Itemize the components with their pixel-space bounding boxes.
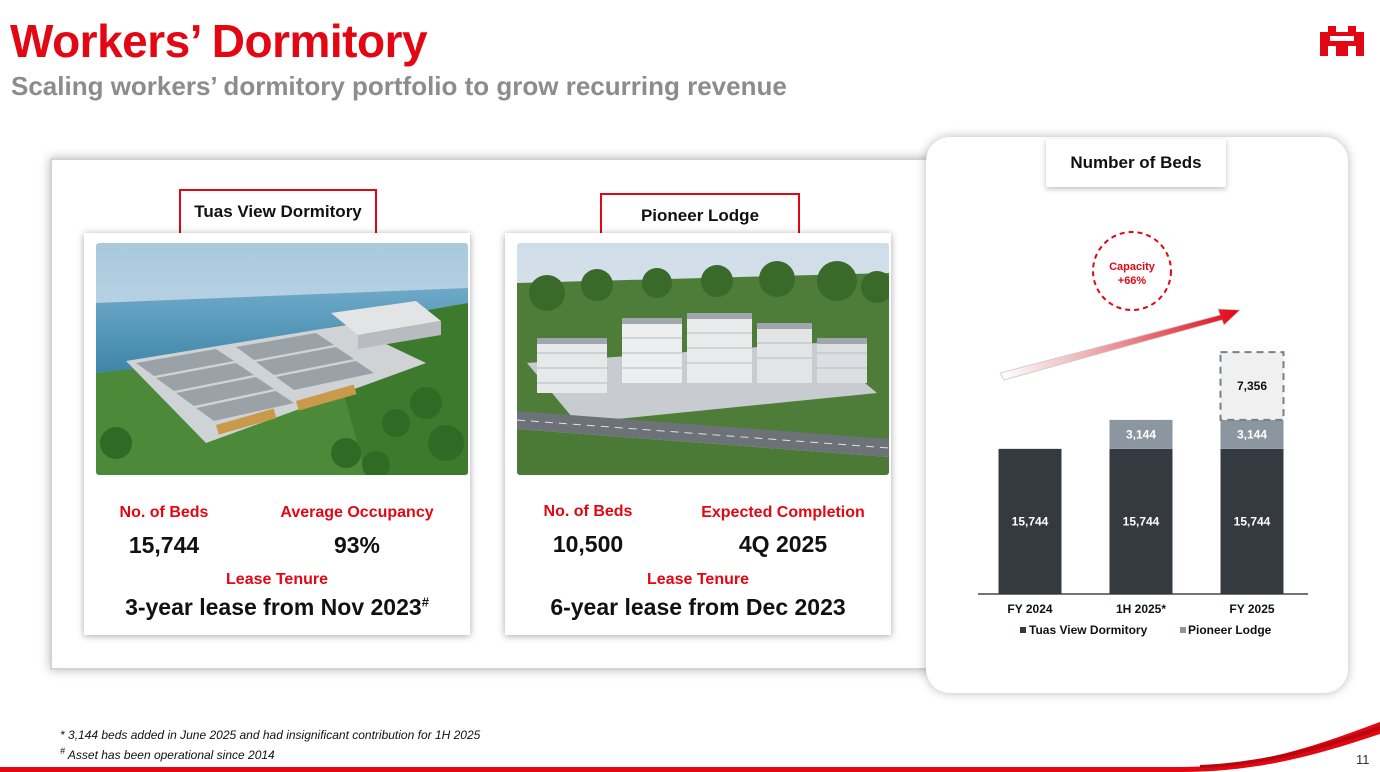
tuas-beds-value: 15,744 xyxy=(128,532,200,558)
data-label-1-1: 3,144 xyxy=(1126,427,1156,441)
pioneer-lodge-image xyxy=(517,243,889,475)
capacity-badge xyxy=(1092,231,1172,311)
bar-pioneer-lodge-1 xyxy=(1109,419,1173,449)
tuas-lease-value: 3-year lease from Nov 2023# xyxy=(125,594,429,620)
legend-pioneer: Pioneer Lodge xyxy=(1188,623,1272,637)
x-tick-label-2: FY 2025 xyxy=(1229,602,1274,616)
x-tick-label-1: 1H 2025* xyxy=(1116,602,1166,616)
bar-tuas-view-dormitory-0 xyxy=(998,448,1062,594)
page-subtitle: Scaling workers’ dormitory portfolio to … xyxy=(11,71,787,101)
beds-chart-panel: Number of Beds Capacity +66% 15,744 FY 20… xyxy=(926,137,1348,693)
bar-pioneer-lodge-2 xyxy=(1220,419,1284,449)
tuas-occupancy-label: Average Occupancy xyxy=(280,504,434,521)
growth-arrow xyxy=(999,308,1241,381)
pioneer-completion-value: 4Q 2025 xyxy=(738,531,828,557)
tuas-lease-label: Lease Tenure xyxy=(226,571,328,588)
bar-tuas-view-dormitory-1 xyxy=(1109,448,1173,594)
data-label-0-0: 15,744 xyxy=(1012,514,1049,528)
page-number: 11 xyxy=(1356,752,1370,767)
data-label-0-1: 15,744 xyxy=(1123,514,1160,528)
legend-swatch-tuas xyxy=(1020,627,1026,633)
pioneer-completion-label: Expected Completion xyxy=(701,504,865,521)
tuas-lease-footnote-mark: # xyxy=(421,594,429,610)
data-label-2-2: 7,356 xyxy=(1237,379,1267,393)
data-label-1-2: 3,144 xyxy=(1237,427,1267,441)
tuas-occupancy-value: 93% xyxy=(333,532,381,558)
bottom-swoosh-decoration xyxy=(0,722,1380,772)
legend-tuas: Tuas View Dormitory xyxy=(1029,623,1148,637)
pioneer-lodge-card: No. of Beds 10,500 Expected Completion 4… xyxy=(505,233,891,635)
beds-chart: Capacity +66% 15,744 FY 2024 15,744 3,144 1H… xyxy=(978,231,1308,637)
data-label-0-2: 15,744 xyxy=(1234,514,1271,528)
tuas-view-tab: Tuas View Dormitory xyxy=(179,189,377,233)
pioneer-lease-label: Lease Tenure xyxy=(647,571,749,588)
x-tick-label-0: FY 2024 xyxy=(1007,602,1052,616)
pioneer-lease-value: 6-year lease from Dec 2023 xyxy=(550,594,846,620)
capacity-badge-line2: +66% xyxy=(1118,275,1147,287)
page-title: Workers’ Dormitory xyxy=(10,15,428,67)
pioneer-beds-value: 10,500 xyxy=(552,531,624,557)
legend-swatch-pioneer xyxy=(1180,627,1186,633)
chart-title: Number of Beds xyxy=(1046,139,1226,187)
footnote-2: # Asset has been operational since 2014 xyxy=(60,746,275,762)
bar-tuas-view-dormitory-2 xyxy=(1220,448,1284,594)
pioneer-beds-label: No. of Beds xyxy=(543,503,633,520)
tuas-view-dormitory-image xyxy=(96,243,468,475)
pioneer-lodge-tab: Pioneer Lodge xyxy=(600,193,800,237)
tuas-view-card: No. of Beds 15,744 Average Occupancy 93%… xyxy=(84,233,470,635)
footnote-1: * 3,144 beds added in June 2025 and had … xyxy=(60,728,481,742)
tuas-beds-label: No. of Beds xyxy=(119,504,209,521)
capacity-badge-line1: Capacity xyxy=(1109,261,1156,273)
company-logo-icon xyxy=(1320,26,1364,56)
footnotes: * 3,144 beds added in June 2025 and had … xyxy=(60,727,480,763)
bar-expected-additional-beds-2 xyxy=(1219,351,1285,421)
